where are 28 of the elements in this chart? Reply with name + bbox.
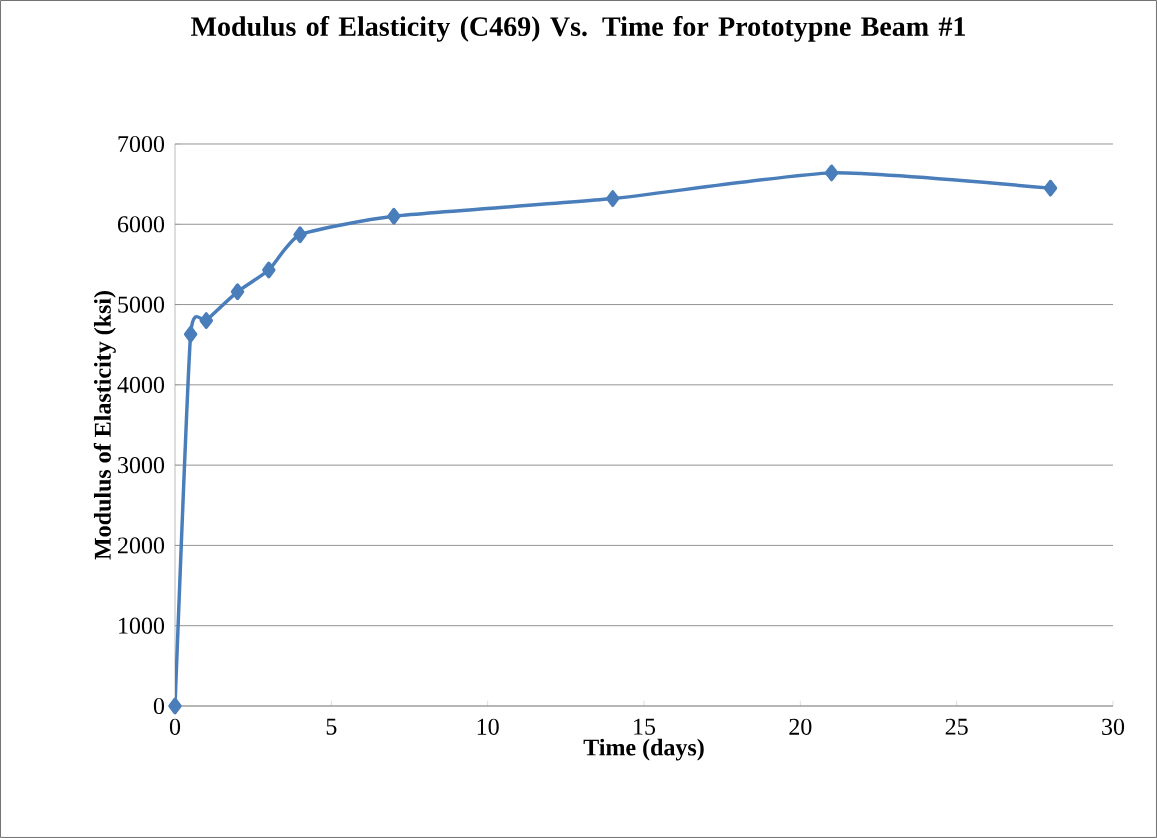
y-tick-label: 4000 <box>117 376 165 393</box>
x-tick-label: 20 <box>789 718 812 735</box>
y-tick-label: 7000 <box>118 135 165 153</box>
y-tick-label: 1000 <box>119 617 165 634</box>
point <box>183 325 198 343</box>
point <box>199 312 214 330</box>
y-tick-label: 6000 <box>117 216 165 233</box>
point <box>824 164 839 182</box>
point <box>1043 179 1058 197</box>
y-tick-label: 3000 <box>118 457 165 474</box>
x-tick-label: 25 <box>945 718 968 735</box>
x-tick-label: 0 <box>169 718 181 735</box>
point <box>387 207 401 225</box>
y-tick-label: 0 <box>153 697 165 715</box>
point <box>262 261 276 279</box>
y-tick-label: 5000 <box>118 296 165 313</box>
x-axis-title: Time (days) <box>583 738 704 761</box>
y-axis-title: Modulus of Elasticity (ksi) <box>93 291 116 560</box>
point <box>606 190 620 207</box>
point <box>230 283 245 301</box>
point <box>168 697 182 715</box>
x-tick-label: 30 <box>1102 718 1125 735</box>
x-tick-label: 10 <box>477 718 499 735</box>
x-tick-label: 15 <box>634 718 656 735</box>
point <box>293 226 307 244</box>
y-tick-label: 2000 <box>118 537 165 554</box>
x-tick-label: 5 <box>326 718 337 735</box>
chart-title: Modulus of Elasticity (C469) Vs. Time for Prototypne Beam #1 <box>191 16 965 42</box>
